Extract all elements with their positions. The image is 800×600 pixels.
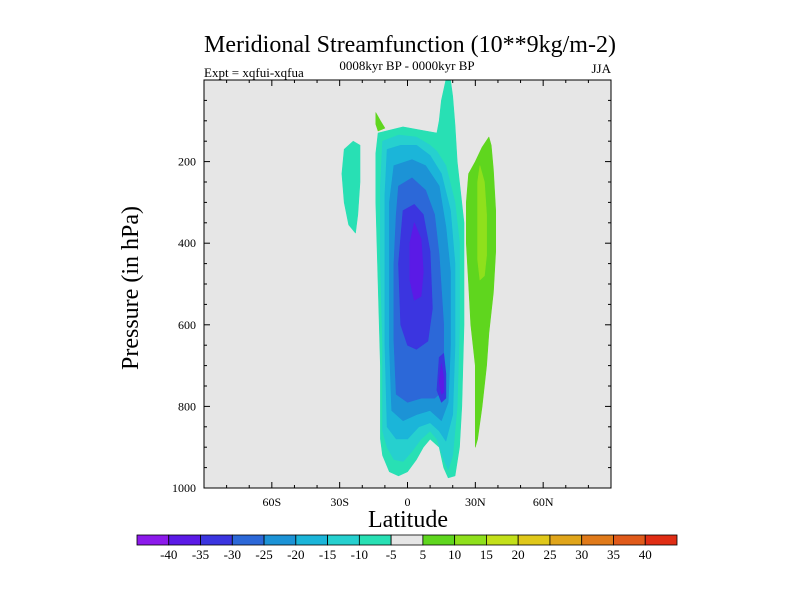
colorbar-label: 30 [575,547,588,562]
colorbar-label: 5 [420,547,427,562]
colorbar-label: -5 [386,547,397,562]
colorbar-label: -35 [192,547,209,562]
y-axis: 200 400 600 800 1000 [172,99,611,495]
colorbar-swatch [136,534,170,546]
colorbar-swatch [581,534,614,546]
x-axis-label: Latitude [368,507,448,533]
colorbar: -40 -35 -30 -25 -20 -15 -10 -5 5 10 15 20 25 30 35 40 [136,534,678,562]
colorbar-label: -20 [287,547,304,562]
contour-region-pos-10 [477,165,487,281]
colorbar-swatch [263,534,297,546]
colorbar-swatch [295,534,328,546]
subtitle-left: Expt = xqfui-xqfua [204,65,304,80]
colorbar-swatch [358,534,392,546]
x-axis: 60S 30S 0 30N 60N [226,80,589,509]
colorbar-swatch [549,534,583,546]
colorbar-label: -30 [224,547,241,562]
colorbar-label: 25 [543,547,556,562]
colorbar-label: 35 [607,547,620,562]
contour-fill-group [341,79,497,479]
y-tick-label: 1000 [172,481,196,495]
colorbar-swatch [613,534,646,546]
colorbar-swatch [327,534,360,546]
colorbar-label: 20 [512,547,525,562]
colorbar-label: 40 [639,547,652,562]
colorbar-swatch [200,534,233,546]
colorbar-label: -15 [319,547,336,562]
x-tick-label: 60N [533,495,554,509]
colorbar-swatch [422,534,456,546]
x-tick-label: 0 [405,495,411,509]
contour-region-pos-5 [465,136,497,448]
y-axis-label: Pressure (in hPa) [118,206,144,370]
colorbar-swatch [390,534,424,546]
y-tick-label: 200 [178,155,196,169]
chart-title: Meridional Streamfunction (10**9kg/m-2) [204,32,616,58]
colorbar-label: 10 [448,547,461,562]
y-tick-label: 400 [178,236,196,250]
colorbar-swatch [644,534,678,546]
contour-region-pos-5-dot [375,112,386,132]
colorbar-swatch [517,534,551,546]
contour-region-neg-35-low [438,363,445,395]
colorbar-label: 15 [480,547,493,562]
colorbar-label: -25 [255,547,272,562]
y-tick-label: 800 [178,399,196,413]
colorbar-swatch [168,534,201,546]
contour-region-neg-35 [409,222,424,301]
colorbar-swatch [454,534,487,546]
x-tick-label: 60S [262,495,281,509]
colorbar-swatch [486,534,519,546]
y-tick-label: 600 [178,318,196,332]
contour-region-neg-5-w [341,140,361,234]
colorbar-label: -10 [351,547,368,562]
colorbar-label: -40 [160,547,177,562]
subtitle-center: 0008kyr BP - 0000kyr BP [339,58,474,73]
x-tick-label: 30S [330,495,349,509]
x-tick-label: 30N [465,495,486,509]
subtitle-right: JJA [591,61,611,76]
colorbar-swatch [231,534,265,546]
